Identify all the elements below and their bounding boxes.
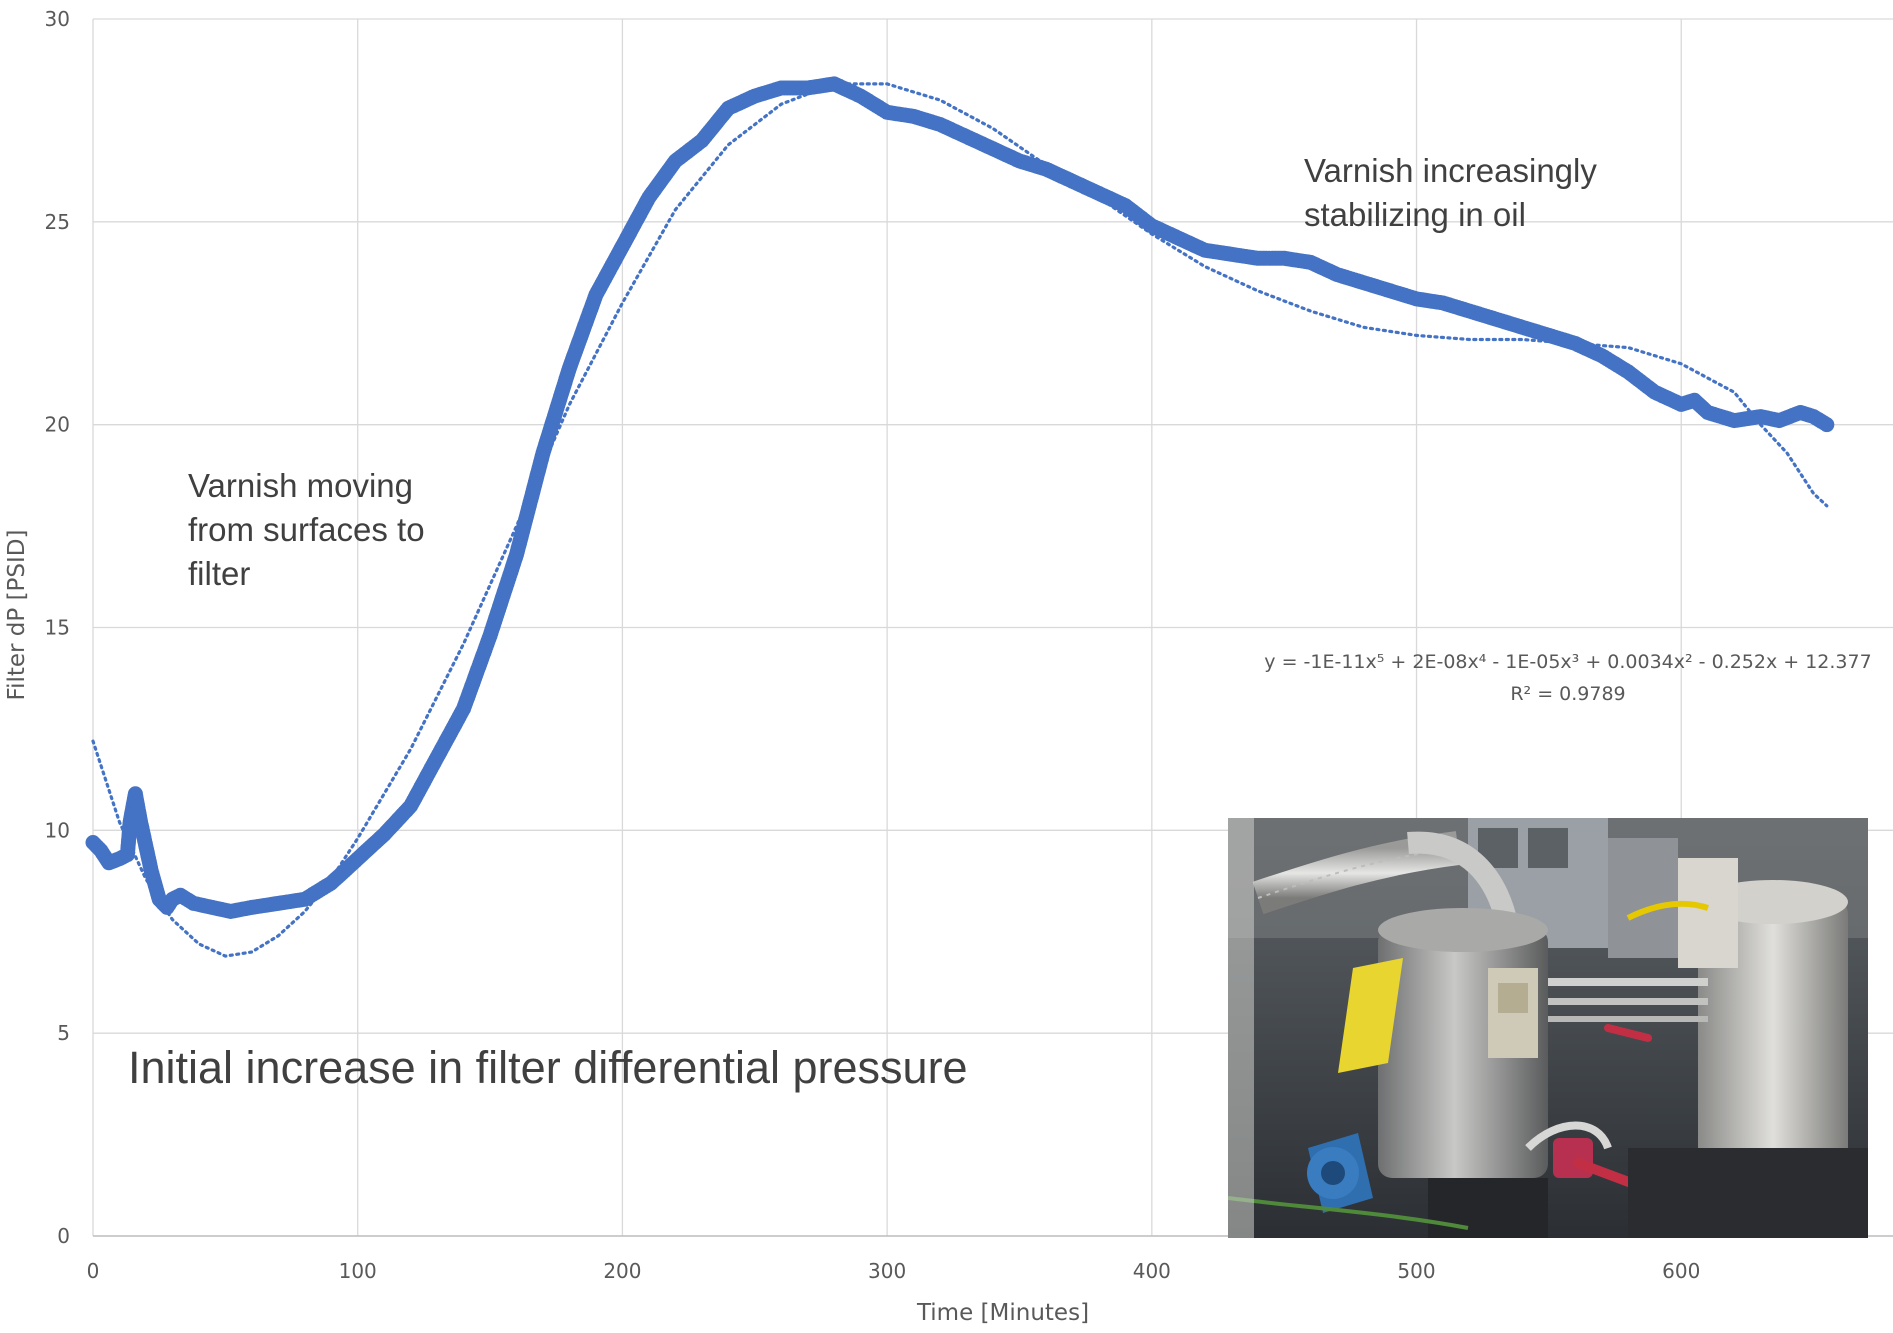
annotation-headline: Initial increase in filter differential … [128,1042,968,1093]
x-tick-label-4: 400 [1133,1259,1171,1283]
annotation-left-line-2: from surfaces to [188,511,425,548]
annotation-right: Varnish increasingly stabilizing in oil [1304,152,1606,233]
trendline-r-squared: R² = 0.9789 [1510,683,1625,705]
y-tick-label-6: 30 [45,7,70,31]
x-tick-label-6: 600 [1662,1259,1700,1283]
data-point [1819,417,1835,433]
x-tick-label-0: 0 [87,1259,100,1283]
y-tick-label-4: 20 [45,413,70,437]
y-tick-labels: 0 5 10 15 20 25 30 [45,7,70,1248]
annotation-left-line-3: filter [188,555,250,592]
x-tick-label-5: 500 [1397,1259,1435,1283]
equipment-photo [1228,818,1868,1238]
y-axis-title: Filter dP [PSID] [4,530,30,701]
x-tick-label-2: 200 [603,1259,641,1283]
y-tick-label-3: 15 [45,616,70,640]
annotation-right-line-2: stabilizing in oil [1304,196,1526,233]
annotation-left: Varnish moving from surfaces to filter [188,467,434,592]
x-tick-label-3: 300 [868,1259,906,1283]
y-tick-label-2: 10 [45,818,70,842]
y-tick-label-1: 5 [57,1021,70,1045]
y-tick-label-0: 0 [57,1224,70,1248]
data-points-layer [85,76,1835,919]
x-tick-label-1: 100 [339,1259,377,1283]
annotation-right-line-1: Varnish increasingly [1304,152,1597,189]
equipment-photo-illustration [1228,818,1868,1238]
trendline-equation: y = -1E-11x⁵ + 2E-08x⁴ - 1E-05x³ + 0.003… [1264,651,1871,673]
annotation-left-line-1: Varnish moving [188,467,413,504]
x-axis-title: Time [Minutes] [916,1300,1089,1326]
y-tick-label-5: 25 [45,210,70,234]
x-tick-labels: 0 100 200 300 400 500 600 [87,1259,1701,1283]
